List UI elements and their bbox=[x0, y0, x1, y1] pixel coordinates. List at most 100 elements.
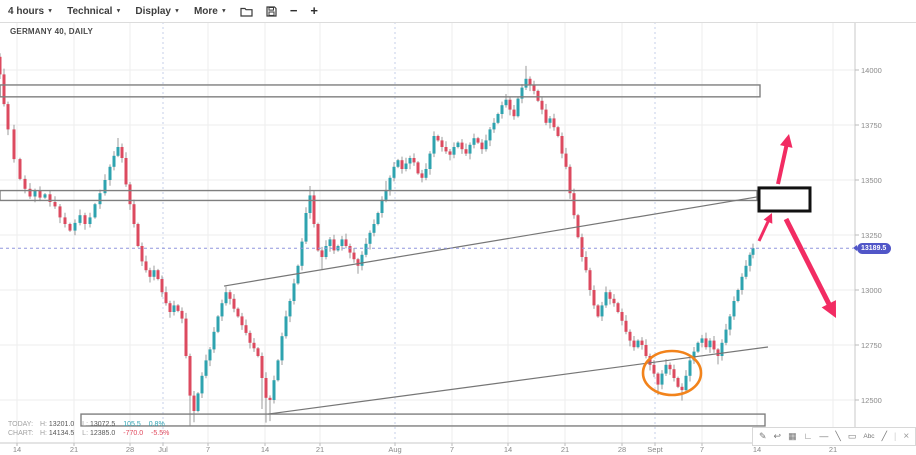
candle-body bbox=[140, 246, 144, 262]
more-label: More bbox=[193, 5, 218, 17]
technical-menu[interactable]: Technical ▼ bbox=[67, 6, 121, 17]
rectangle-icon[interactable]: ▭ bbox=[847, 431, 857, 441]
candle-body bbox=[344, 239, 348, 246]
candle-body bbox=[384, 189, 388, 200]
time-tick-label: 7 bbox=[699, 445, 705, 454]
candle-body bbox=[176, 305, 180, 311]
zoom-out-button[interactable]: − bbox=[289, 3, 298, 18]
price-tick-label: 12500 bbox=[861, 396, 882, 405]
candle-body bbox=[268, 397, 272, 400]
candle-body bbox=[136, 224, 140, 246]
candle-body bbox=[564, 153, 568, 167]
candle-body bbox=[584, 257, 588, 271]
candle-body bbox=[124, 158, 128, 185]
candle-body bbox=[660, 373, 664, 385]
candle-body bbox=[172, 305, 176, 312]
arrow-head[interactable] bbox=[821, 300, 836, 318]
candle-body bbox=[38, 191, 42, 198]
display-menu[interactable]: Display ▼ bbox=[135, 6, 180, 17]
arrow-shaft[interactable] bbox=[776, 144, 789, 185]
candle-body bbox=[368, 232, 372, 244]
candle-body bbox=[556, 127, 560, 136]
price-zone[interactable] bbox=[80, 413, 766, 427]
candle-body bbox=[628, 331, 632, 341]
candle-body bbox=[476, 138, 480, 143]
candle-body bbox=[63, 217, 67, 224]
candle-body bbox=[448, 151, 452, 155]
candle-body bbox=[460, 142, 464, 150]
candle-body bbox=[33, 191, 37, 197]
diagonal-line-icon[interactable]: ╱ bbox=[881, 431, 887, 441]
candle-body bbox=[588, 270, 592, 290]
candle-body bbox=[724, 329, 728, 343]
candle-body bbox=[28, 188, 32, 197]
zoom-in-button[interactable]: + bbox=[310, 3, 318, 18]
candle-body bbox=[656, 373, 660, 385]
price-zone[interactable] bbox=[0, 189, 758, 202]
candle-body bbox=[192, 395, 196, 411]
candle-body bbox=[732, 301, 736, 317]
candle-body bbox=[12, 129, 16, 160]
candle-body bbox=[224, 292, 228, 304]
candle-body bbox=[572, 193, 576, 216]
timeframe-label: 4 hours bbox=[8, 5, 45, 17]
candle-body bbox=[220, 303, 224, 317]
trendline[interactable] bbox=[267, 346, 769, 415]
candle-body bbox=[456, 142, 460, 147]
candle-body bbox=[608, 292, 612, 299]
elbow-line-icon[interactable]: ↩ bbox=[773, 431, 782, 441]
candle-body bbox=[332, 239, 336, 251]
candle-body bbox=[604, 292, 608, 306]
arrow-head[interactable] bbox=[763, 213, 773, 224]
time-tick-label: 21 bbox=[560, 445, 570, 454]
open-folder-icon[interactable] bbox=[240, 6, 253, 17]
candle-body bbox=[288, 301, 292, 317]
candle-body bbox=[392, 166, 396, 178]
text-icon[interactable]: Abc bbox=[863, 433, 875, 440]
arrow-shaft[interactable] bbox=[757, 219, 771, 242]
time-tick-label: 28 bbox=[617, 445, 627, 454]
candle-body bbox=[416, 162, 420, 174]
candle-body bbox=[58, 206, 62, 218]
divider: | bbox=[893, 431, 897, 441]
candle-body bbox=[480, 142, 484, 150]
candle-body bbox=[504, 99, 508, 106]
candle-body bbox=[720, 342, 724, 356]
chevron-down-icon: ▼ bbox=[47, 8, 54, 15]
low-key: L: bbox=[82, 421, 89, 428]
chart-change: -770.0 bbox=[123, 430, 144, 437]
candle-body bbox=[98, 193, 102, 205]
trend-line-icon[interactable]: ╲ bbox=[835, 431, 841, 441]
candle-body bbox=[43, 194, 47, 198]
more-menu[interactable]: More ▼ bbox=[194, 6, 227, 17]
candle-body bbox=[380, 199, 384, 213]
candle-body bbox=[184, 318, 188, 356]
candle-body bbox=[296, 265, 300, 284]
price-zone[interactable] bbox=[0, 84, 761, 98]
trendline[interactable] bbox=[223, 196, 758, 287]
chart-high: 14134.5 bbox=[48, 430, 75, 437]
arrow-head[interactable] bbox=[779, 134, 793, 148]
pen-icon[interactable]: ✎ bbox=[759, 431, 767, 441]
candle-body bbox=[716, 349, 720, 356]
time-tick-label: 14 bbox=[12, 445, 22, 454]
highlight-ellipse[interactable] bbox=[641, 349, 703, 397]
candle-body bbox=[688, 360, 692, 376]
grid-icon[interactable]: ▦ bbox=[788, 431, 797, 441]
chart-axes-icon[interactable]: ∟ bbox=[803, 431, 813, 441]
breakout-box[interactable] bbox=[757, 186, 812, 213]
today-low: 13072.5 bbox=[89, 421, 116, 428]
close-icon[interactable]: × bbox=[903, 431, 910, 442]
candle-body bbox=[508, 99, 512, 110]
horizontal-line-icon[interactable]: — bbox=[819, 431, 829, 441]
candle-body bbox=[348, 246, 352, 253]
arrow-shaft[interactable] bbox=[783, 217, 832, 307]
candle-body bbox=[472, 138, 476, 145]
timeframe-menu[interactable]: 4 hours ▼ bbox=[8, 6, 53, 17]
save-icon[interactable] bbox=[266, 5, 277, 17]
display-label: Display bbox=[135, 5, 171, 17]
candle-body bbox=[120, 147, 124, 158]
candle-body bbox=[596, 305, 600, 317]
candle-body bbox=[444, 147, 448, 152]
